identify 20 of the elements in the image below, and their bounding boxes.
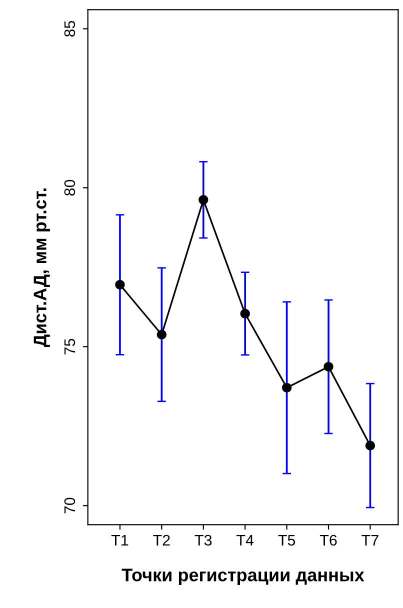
x-axis-title: Точки регистрации данных — [122, 568, 364, 585]
point — [282, 382, 292, 393]
point — [115, 280, 125, 290]
x-tick-label: T4 — [236, 534, 254, 546]
x-tick-label: T5 — [278, 534, 296, 546]
y-tick-label: 85 — [64, 20, 76, 37]
x-tick-label: T1 — [111, 534, 128, 546]
y-axis-title: Дист.АД, мм рт.ст. — [34, 188, 50, 348]
x-tick-label: T3 — [194, 534, 212, 546]
point — [240, 308, 250, 318]
point — [156, 330, 167, 340]
x-tick-label: T6 — [320, 534, 337, 546]
point — [365, 440, 376, 450]
x-tick-label: T2 — [153, 534, 170, 546]
point — [324, 362, 334, 372]
y-tick-label: 75 — [64, 338, 76, 354]
y-tick-label: 80 — [64, 180, 76, 196]
y-tick-label: 70 — [64, 498, 76, 514]
point — [198, 194, 208, 205]
x-tick-label: T7 — [362, 534, 378, 546]
